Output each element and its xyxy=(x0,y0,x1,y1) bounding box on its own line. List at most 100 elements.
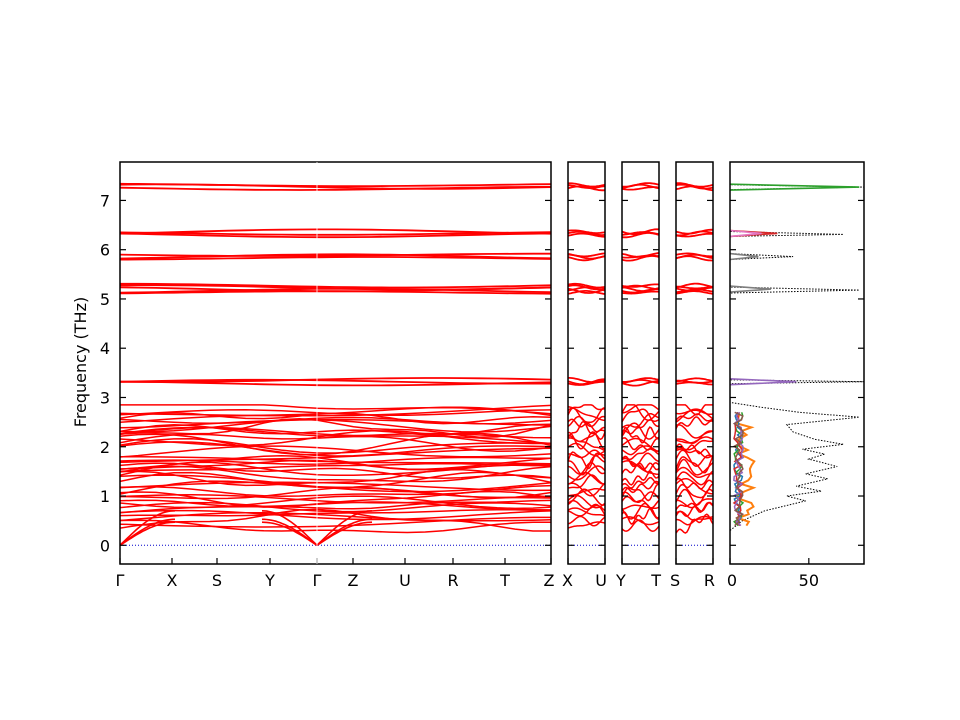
optical-band-line xyxy=(119,256,552,261)
low-frequency-band-line xyxy=(119,494,552,504)
low-frequency-band-line xyxy=(675,477,714,490)
acoustic-band-line xyxy=(119,510,176,546)
dos-x-tick-label: 50 xyxy=(799,571,819,590)
optical-band-line xyxy=(567,252,606,258)
low-frequency-band-line xyxy=(119,484,552,497)
low-frequency-band-line xyxy=(621,504,660,510)
x-tick-label: Y xyxy=(264,571,275,590)
optical-band-line xyxy=(675,282,714,289)
low-frequency-band-line xyxy=(567,474,606,489)
low-frequency-band-line xyxy=(119,468,552,487)
low-frequency-band-line xyxy=(567,494,606,509)
optical-band-line xyxy=(621,290,660,295)
optical-band-line xyxy=(675,232,714,238)
low-frequency-band-line xyxy=(621,426,660,444)
optical-band-line xyxy=(568,376,606,384)
low-frequency-band-line xyxy=(119,455,552,465)
partial-dos-peak xyxy=(729,183,860,191)
low-frequency-band-line xyxy=(119,426,552,439)
x-tick-label: Z xyxy=(544,571,555,590)
y-tick-label: 0 xyxy=(100,536,110,555)
low-frequency-band-line xyxy=(119,409,552,417)
y-tick-label: 1 xyxy=(100,487,110,506)
optical-band-line xyxy=(119,228,552,235)
optical-band-line xyxy=(119,284,552,291)
optical-band-line xyxy=(567,284,606,291)
low-frequency-band-line xyxy=(119,432,552,456)
x-tick-label: X xyxy=(167,571,178,590)
low-frequency-band-line xyxy=(675,424,714,439)
optical-band-line xyxy=(119,252,551,257)
panel-frame xyxy=(567,161,606,565)
low-frequency-band-line xyxy=(119,509,552,521)
low-frequency-band-line xyxy=(568,449,606,460)
low-frequency-band-line xyxy=(567,515,606,527)
x-tick-label: X xyxy=(562,571,573,590)
x-tick-label: Y xyxy=(615,571,626,590)
acoustic-band-line xyxy=(261,510,318,546)
optical-band-line xyxy=(621,252,660,258)
low-frequency-band-line xyxy=(621,502,660,520)
optical-band-line xyxy=(621,182,660,188)
x-tick-label: Γ xyxy=(313,571,322,590)
low-frequency-band-line xyxy=(119,417,552,438)
optical-band-line xyxy=(676,182,714,188)
x-tick-label: T xyxy=(499,571,510,590)
optical-band-line xyxy=(568,182,606,188)
low-frequency-band-line xyxy=(119,419,552,433)
low-frequency-band-line xyxy=(676,404,713,416)
partial-dos-curve xyxy=(732,411,745,527)
low-frequency-band-line xyxy=(119,516,551,528)
low-frequency-band-line xyxy=(119,508,551,532)
optical-band-line xyxy=(567,378,605,386)
panel-frame xyxy=(119,161,552,565)
partial-dos-peak xyxy=(729,229,762,238)
low-frequency-band-line xyxy=(621,480,660,494)
optical-band-line xyxy=(621,228,659,236)
x-tick-label: U xyxy=(595,571,607,590)
low-frequency-band-line xyxy=(621,413,660,429)
optical-band-line xyxy=(119,253,552,260)
low-frequency-band-line xyxy=(567,488,606,506)
low-frequency-band-line xyxy=(568,455,606,476)
low-frequency-band-line xyxy=(567,404,605,412)
low-frequency-band-line xyxy=(621,437,660,451)
y-axis-label: Frequency (THz) xyxy=(71,297,90,427)
optical-band-line xyxy=(119,378,551,385)
low-frequency-band-line xyxy=(675,458,714,476)
y-tick-label: 7 xyxy=(100,191,110,210)
low-frequency-band-line xyxy=(621,404,660,421)
low-frequency-band-line xyxy=(119,441,552,457)
low-frequency-band-line xyxy=(567,451,606,470)
low-frequency-band-line xyxy=(119,462,552,479)
low-frequency-band-line xyxy=(621,422,660,440)
optical-band-line xyxy=(621,283,660,288)
low-frequency-band-line xyxy=(119,495,552,510)
low-frequency-band-line xyxy=(119,404,552,417)
partial-dos-peak xyxy=(729,378,797,386)
low-frequency-band-line xyxy=(675,470,714,486)
optical-band-line xyxy=(567,282,606,289)
band-lines xyxy=(119,182,714,546)
low-frequency-band-line xyxy=(119,455,552,470)
low-frequency-band-line xyxy=(622,452,660,466)
x-tick-label: S xyxy=(670,571,680,590)
low-frequency-band-line xyxy=(119,471,552,489)
low-frequency-band-line xyxy=(675,501,714,514)
low-frequency-band-line xyxy=(567,521,606,529)
low-frequency-band-line xyxy=(675,498,714,509)
low-frequency-band-line xyxy=(621,404,660,414)
y-tick-label: 2 xyxy=(100,438,110,457)
acoustic-band-line xyxy=(262,518,318,546)
optical-band-line xyxy=(119,185,552,191)
y-tick-label: 4 xyxy=(100,339,110,358)
y-tick-label: 6 xyxy=(100,241,110,260)
low-frequency-band-line xyxy=(119,499,552,510)
low-frequency-band-line xyxy=(675,416,714,429)
low-frequency-band-line xyxy=(567,420,606,441)
optical-band-line xyxy=(675,252,714,258)
x-tick-label: Z xyxy=(348,571,359,590)
optical-band-line xyxy=(567,229,606,235)
